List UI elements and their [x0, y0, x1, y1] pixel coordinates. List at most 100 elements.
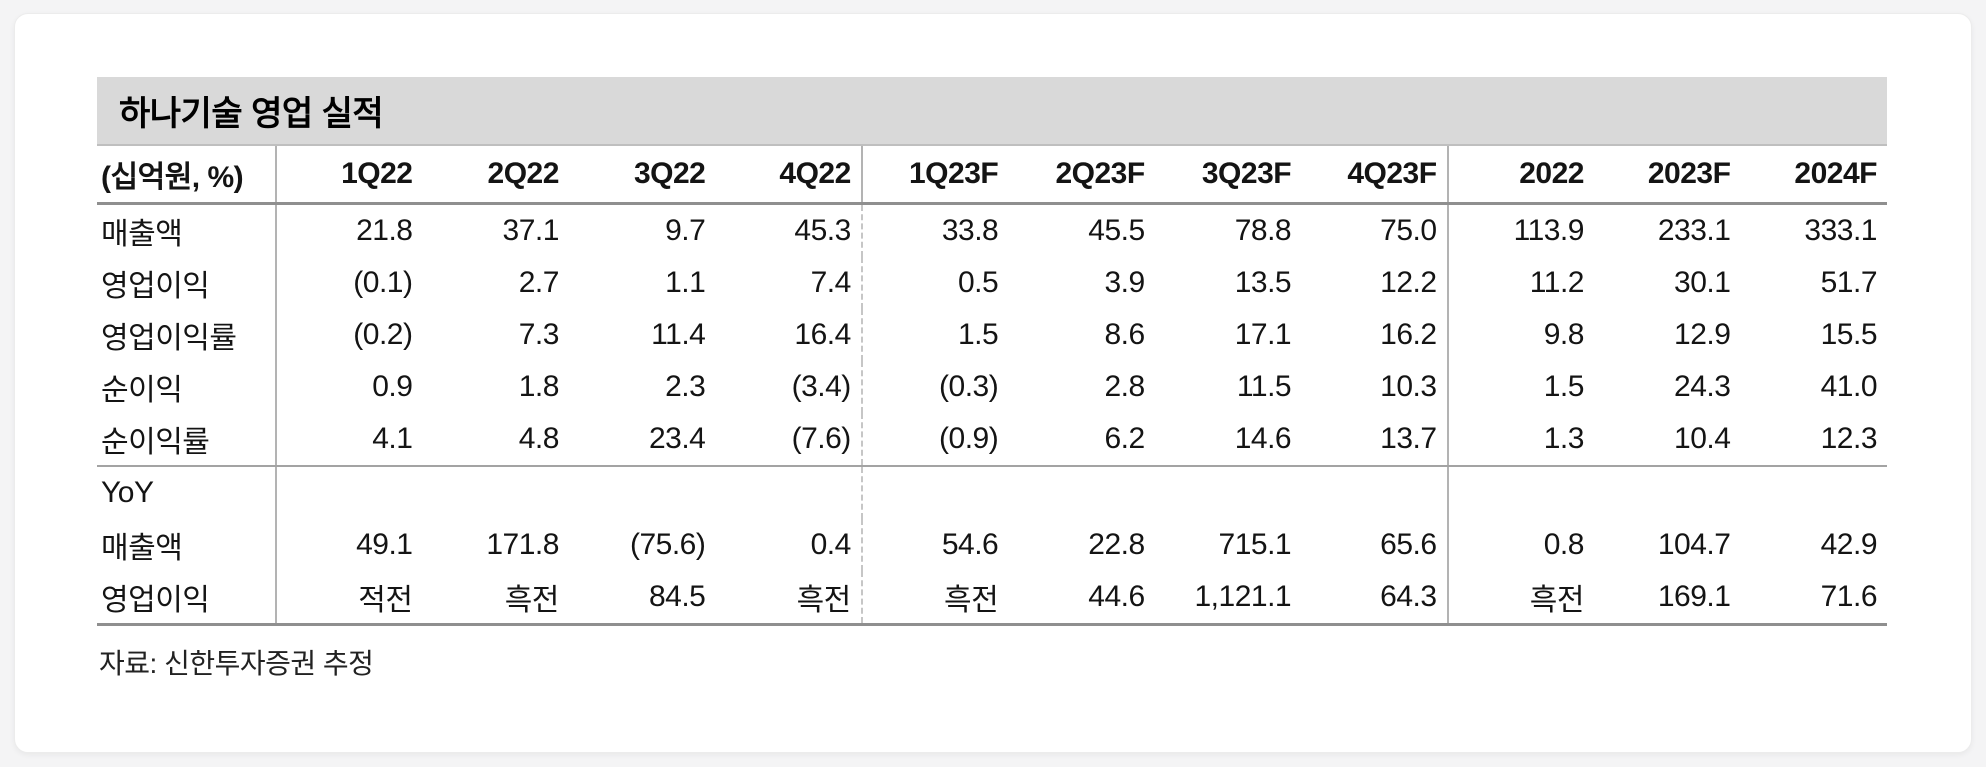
table-cell: 11.4 [651, 318, 706, 351]
table-cell: 0.9 [372, 370, 413, 403]
row-label: 순이익률 [97, 413, 278, 467]
column-header-2q22: 2Q22 [422, 146, 569, 205]
table-cell: 104.7 [1657, 528, 1731, 561]
table-cell: 7.3 [518, 318, 560, 351]
table-cell: 11.2 [1529, 266, 1585, 299]
yoy-section-header-row: YoY [97, 466, 1887, 519]
column-header-4q23f: 4Q23F [1301, 146, 1449, 205]
table-cell: 233.1 [1657, 214, 1731, 247]
table-cell-empty [715, 466, 863, 519]
table-cell-empty [422, 466, 568, 519]
table-cell: 1.8 [518, 370, 560, 403]
table-cell: (3.4) [715, 361, 863, 413]
table-cell: (0.1) [353, 266, 413, 299]
table-cell-empty [1155, 466, 1301, 519]
table-cell: (7.6) [715, 413, 863, 467]
table-cell: (0.3) [939, 370, 999, 403]
table-cell: 2.7 [518, 266, 560, 299]
table-cell-empty [1594, 466, 1740, 519]
table-row: 순이익률 4.1 4.8 23.4 (7.6) (0.9) 6.2 14.6 13.7 1.3 10… [97, 413, 1887, 467]
column-header-1q22: 1Q22 [276, 146, 423, 205]
table-cell: 44.6 [1008, 571, 1155, 626]
table-content: 하나기술 영업 실적 (십억원, %) 1Q22 2Q22 3Q22 4Q22 1Q23… [15, 14, 1971, 682]
table-cell-empty [276, 466, 422, 519]
row-label: 영업이익률 [97, 309, 278, 361]
row-label: 영업이익 [97, 571, 278, 626]
table-cell: 21.8 [356, 214, 413, 247]
row-label: 매출액 [97, 519, 278, 571]
table-cell: 13.5 [1234, 266, 1292, 299]
table-cell: 1.5 [1543, 370, 1585, 403]
yoy-section-label: YoY [97, 466, 278, 519]
table-cell: 10.3 [1301, 361, 1449, 413]
table-title-bar: 하나기술 영업 실적 [97, 77, 1887, 146]
table-cell: 51.7 [1820, 266, 1878, 299]
column-header-2022: 2022 [1447, 146, 1594, 205]
table-cell: 11.5 [1236, 370, 1292, 403]
table-cell: 715.1 [1218, 528, 1292, 561]
table-cell: 12.9 [1674, 318, 1731, 351]
column-header-2023f: 2023F [1593, 146, 1741, 205]
row-label: 매출액 [97, 203, 278, 257]
table-cell: 0.4 [715, 519, 863, 571]
table-cell: 17.1 [1234, 318, 1292, 351]
table-cell: 4.1 [276, 413, 423, 467]
table-cell: 84.5 [568, 571, 716, 626]
table-cell: 16.4 [715, 309, 863, 361]
table-cell: 41.0 [1820, 370, 1878, 403]
table-cell: 33.8 [941, 214, 999, 247]
table-cell: 12.3 [1740, 413, 1887, 467]
table-cell: 0.8 [1543, 528, 1585, 561]
table-title: 하나기술 영업 실적 [119, 95, 384, 133]
column-header-3q22: 3Q22 [568, 146, 716, 205]
table-cell: 6.2 [1008, 413, 1155, 467]
table-row: 영업이익률 (0.2) 7.3 11.4 16.4 1.5 8.6 17.1 16.2 9.8 12… [97, 309, 1887, 361]
table-row: 영업이익 (0.1) 2.7 1.1 7.4 0.5 3.9 13.5 12.2 11.2 30.1… [97, 257, 1887, 309]
table-cell: 45.5 [1088, 214, 1145, 247]
table-cell: 24.3 [1674, 370, 1731, 403]
table-cell: 16.2 [1301, 309, 1449, 361]
table-cell: 15.5 [1820, 318, 1878, 351]
column-header-4q22: 4Q22 [715, 146, 863, 205]
report-table-card: 하나기술 영업 실적 (십억원, %) 1Q22 2Q22 3Q22 4Q22 1Q23… [14, 13, 1972, 753]
table-cell: 23.4 [568, 413, 716, 467]
table-cell: (0.2) [353, 318, 413, 351]
table-cell: 75.0 [1301, 203, 1449, 257]
table-cell: 흑전 [1447, 571, 1594, 626]
table-cell-empty [1301, 466, 1449, 519]
table-cell-empty [1008, 466, 1154, 519]
table-cell: 65.6 [1301, 519, 1449, 571]
main-section: 매출액 21.8 37.1 9.7 45.3 33.8 45.5 78.8 75.0 113.9 2… [97, 203, 1887, 467]
column-header-1q23f: 1Q23F [861, 146, 1009, 205]
table-cell: (75.6) [629, 528, 706, 561]
table-cell: 9.8 [1543, 318, 1585, 351]
table-cell: 1.3 [1447, 413, 1594, 467]
source-note: 자료: 신한투자증권 추정 [99, 648, 374, 679]
table-cell: 흑전 [861, 571, 1009, 626]
table-cell: 3.9 [1104, 266, 1145, 299]
table-cell-empty [1448, 466, 1594, 519]
table-cell: 42.9 [1820, 528, 1878, 561]
table-cell: 1.5 [958, 318, 999, 351]
table-cell: 14.6 [1154, 413, 1302, 467]
table-cell-empty [862, 466, 1008, 519]
row-label: 영업이익 [97, 257, 278, 309]
table-cell: 흑전 [715, 571, 863, 626]
table-cell: 2.3 [665, 370, 706, 403]
table-cell: 4.8 [422, 413, 569, 467]
table-cell: 78.8 [1234, 214, 1292, 247]
table-cell: 113.9 [1513, 214, 1585, 247]
table-cell: 9.7 [665, 214, 706, 247]
table-cell: 37.1 [502, 214, 560, 247]
table-cell: 22.8 [1088, 528, 1145, 561]
table-cell: 2.8 [1104, 370, 1145, 403]
table-row: 매출액 21.8 37.1 9.7 45.3 33.8 45.5 78.8 75.0 113.9 2… [97, 203, 1887, 257]
table-row: 영업이익 적전 흑전 84.5 흑전 흑전 44.6 1,121.1 64.3 흑전 169.1 71… [97, 571, 1887, 626]
table-cell-empty [1740, 466, 1887, 519]
unit-label: (십억원, %) [97, 146, 278, 205]
table-cell: 0.5 [958, 266, 999, 299]
column-header-2024f: 2024F [1740, 146, 1887, 205]
table-cell: 13.7 [1301, 413, 1449, 467]
table-cell: (0.9) [861, 413, 1009, 467]
table-cell: 30.1 [1674, 266, 1731, 299]
